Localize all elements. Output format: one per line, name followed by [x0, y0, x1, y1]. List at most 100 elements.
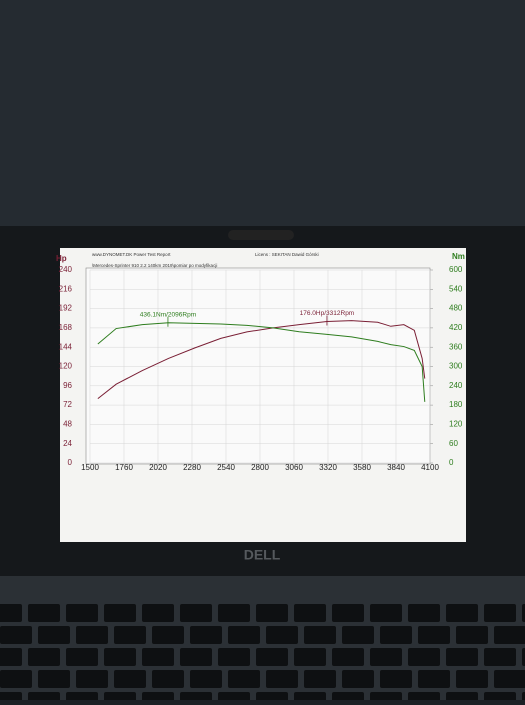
y2-tick-label: 480	[449, 304, 463, 313]
key	[218, 604, 250, 622]
key	[28, 692, 60, 705]
y-tick-label: 96	[63, 381, 72, 390]
wall	[0, 0, 525, 230]
x-tick-label: 2800	[251, 463, 269, 472]
key	[408, 604, 440, 622]
key	[28, 604, 60, 622]
x-tick-label: 2280	[183, 463, 201, 472]
logo: DELL	[244, 547, 281, 563]
key	[104, 648, 136, 666]
x-tick-label: 3320	[319, 463, 337, 472]
annotation: 176.0Hp/3312Rpm	[300, 310, 355, 317]
y-tick-label: 144	[59, 342, 73, 351]
webcam	[228, 230, 294, 240]
key	[104, 692, 136, 705]
key	[0, 670, 32, 688]
key	[66, 604, 98, 622]
key	[304, 670, 336, 688]
key	[294, 604, 326, 622]
y2-tick-label: 360	[449, 342, 463, 351]
key	[294, 692, 326, 705]
y2-tick-label: 420	[449, 323, 463, 332]
key	[418, 670, 450, 688]
key	[494, 626, 525, 644]
key	[228, 670, 260, 688]
key	[142, 604, 174, 622]
y-tick-label: 192	[59, 304, 73, 313]
key	[446, 692, 478, 705]
key	[0, 626, 32, 644]
header-left: www.DYNOMET.DK Power Test Report	[92, 252, 171, 257]
key	[266, 670, 298, 688]
key	[456, 626, 488, 644]
key	[332, 648, 364, 666]
x-tick-label: 4100	[421, 463, 439, 472]
key	[484, 648, 516, 666]
x-tick-label: 2540	[217, 463, 235, 472]
y2-axis-title: Nm	[452, 252, 465, 261]
key	[484, 604, 516, 622]
y2-tick-label: 180	[449, 400, 463, 409]
key	[180, 692, 212, 705]
key	[342, 626, 374, 644]
key	[522, 604, 525, 622]
x-tick-label: 1500	[81, 463, 99, 472]
key	[142, 692, 174, 705]
y2-tick-label: 240	[449, 381, 463, 390]
series-line	[97, 322, 426, 402]
y2-tick-label: 120	[449, 420, 463, 429]
y2-tick-label: 600	[449, 265, 463, 274]
key	[228, 626, 260, 644]
key	[484, 692, 516, 705]
key	[66, 692, 98, 705]
key	[380, 670, 412, 688]
y2-tick-label: 300	[449, 362, 463, 371]
y-tick-label: 216	[59, 284, 73, 293]
key	[190, 670, 222, 688]
key	[38, 670, 70, 688]
key	[370, 692, 402, 705]
key	[294, 648, 326, 666]
y2-tick-label: 60	[449, 439, 458, 448]
y-tick-label: 168	[59, 323, 73, 332]
key	[522, 648, 525, 666]
key	[332, 604, 364, 622]
x-tick-label: 2020	[149, 463, 167, 472]
key	[142, 648, 174, 666]
y-tick-label: 120	[59, 362, 73, 371]
key	[218, 692, 250, 705]
key	[38, 626, 70, 644]
key	[332, 692, 364, 705]
x-tick-label: 3840	[387, 463, 405, 472]
key	[0, 648, 22, 666]
key	[152, 670, 184, 688]
key	[380, 626, 412, 644]
key	[256, 692, 288, 705]
key	[0, 692, 22, 705]
key	[446, 648, 478, 666]
series-line	[97, 320, 426, 400]
key	[76, 626, 108, 644]
key	[218, 648, 250, 666]
key	[266, 626, 298, 644]
y-tick-label: 0	[68, 458, 73, 467]
keyboard	[0, 604, 525, 705]
key	[446, 604, 478, 622]
key	[104, 604, 136, 622]
subtitle: \Mercedes-Sprinter 910 2.2 140km 2019\po…	[92, 263, 217, 268]
key	[76, 670, 108, 688]
y2-tick-label: 540	[449, 284, 463, 293]
header-right: Licens : SEKITAN Dawid Górski	[255, 252, 319, 257]
plot-area	[85, 267, 431, 465]
key	[180, 648, 212, 666]
key	[256, 648, 288, 666]
key	[190, 626, 222, 644]
x-tick-label: 3060	[285, 463, 303, 472]
key	[256, 604, 288, 622]
key	[408, 648, 440, 666]
key	[370, 604, 402, 622]
y-axis-title: Hp	[56, 254, 67, 263]
key	[114, 626, 146, 644]
